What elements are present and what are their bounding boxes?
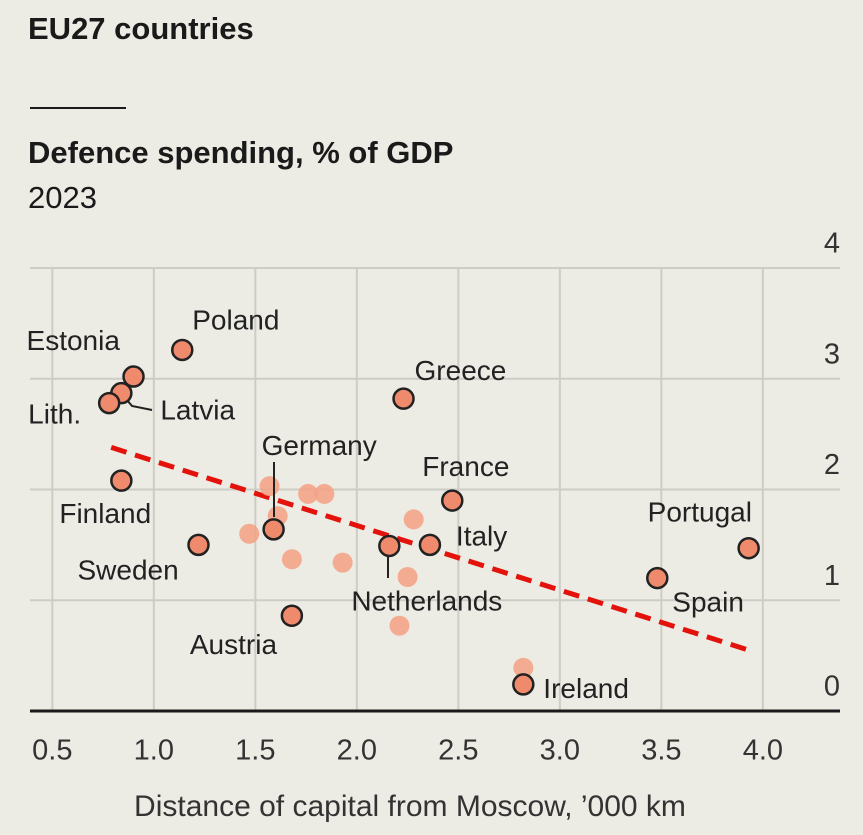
point: [513, 657, 534, 678]
chart-subtitle: 2023: [28, 180, 97, 215]
y-tick-label: 0: [824, 671, 840, 703]
x-tick-label: 3.5: [641, 735, 681, 767]
point-label: Greece: [415, 355, 507, 386]
point: [280, 604, 304, 628]
y-tick-label: 4: [824, 228, 840, 260]
point-label: Austria: [190, 629, 278, 660]
y-tick-label: 2: [824, 449, 840, 481]
point: [389, 615, 410, 636]
point-label: Spain: [672, 586, 744, 617]
x-tick-label: 3.0: [540, 735, 580, 767]
point-label: Lith.: [28, 399, 81, 430]
point: [378, 534, 401, 558]
header: EU27 countries: [28, 11, 254, 46]
point: [259, 476, 280, 497]
point: [187, 533, 210, 557]
point: [314, 483, 335, 504]
point: [397, 566, 418, 587]
point: [512, 673, 535, 696]
point: [281, 549, 302, 570]
point-label: Latvia: [160, 395, 235, 426]
point: [418, 533, 442, 557]
point: [737, 536, 760, 560]
point: [298, 483, 319, 504]
point-label: Italy: [456, 520, 507, 551]
point: [122, 365, 145, 388]
point-label: Poland: [192, 304, 279, 335]
point-label: Germany: [262, 430, 377, 461]
point-label: Ireland: [543, 673, 629, 704]
point: [110, 469, 133, 492]
point: [97, 391, 121, 415]
point-label: Netherlands: [351, 585, 502, 616]
point-label: Estonia: [27, 325, 121, 356]
x-tick-label: 4.0: [743, 735, 783, 767]
point: [262, 518, 285, 541]
point: [646, 566, 669, 590]
point-label: France: [422, 451, 509, 482]
y-tick-label: 1: [824, 560, 840, 592]
x-tick-label: 2.5: [438, 735, 478, 767]
point: [441, 489, 464, 512]
x-tick-label: 0.5: [32, 735, 72, 767]
x-axis-title: Distance of capital from Moscow, ’000 km: [134, 790, 686, 823]
chart-title: Defence spending, % of GDP: [28, 135, 453, 170]
point: [392, 387, 415, 410]
x-tick-label: 1.5: [235, 735, 275, 767]
y-tick-label: 3: [824, 338, 840, 370]
point: [403, 509, 424, 530]
point-label: Portugal: [648, 497, 752, 528]
point-label: Sweden: [77, 554, 178, 585]
point: [332, 552, 353, 573]
point: [239, 523, 260, 544]
x-tick-label: 1.0: [134, 735, 174, 767]
point: [171, 338, 194, 362]
x-tick-label: 2.0: [337, 735, 377, 767]
point-label: Finland: [59, 498, 151, 529]
